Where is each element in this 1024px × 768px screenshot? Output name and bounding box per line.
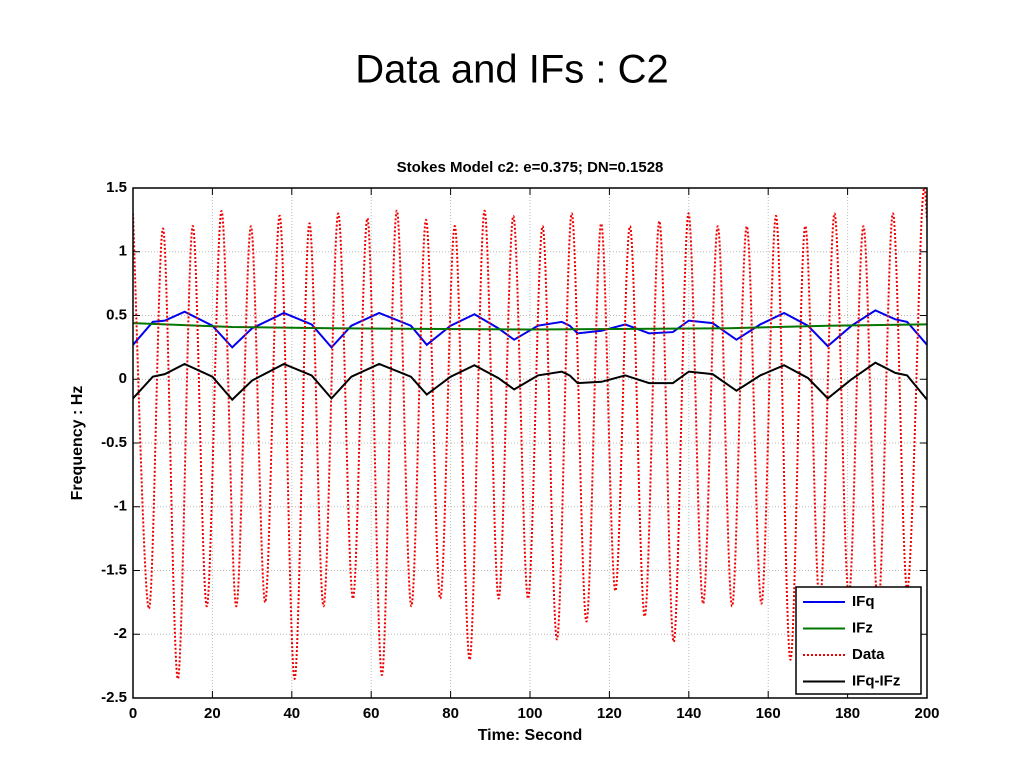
legend-label: IFq-IFz — [852, 672, 900, 689]
series-line — [133, 309, 927, 349]
legend-label: IFz — [852, 619, 873, 636]
x-tick-label: 60 — [363, 705, 380, 722]
legend-label: Data — [852, 646, 885, 663]
x-tick-label: 160 — [756, 705, 781, 722]
y-tick-label: -2 — [114, 625, 127, 642]
slide-title: Data and IFs : C2 — [355, 48, 668, 92]
y-tick-label: 0 — [119, 370, 127, 387]
x-tick-label: 140 — [676, 705, 701, 722]
y-tick-label: 0.5 — [106, 306, 127, 323]
y-tick-label: -1.5 — [101, 561, 127, 578]
series-line — [133, 361, 927, 402]
y-tick-label: 1.5 — [106, 179, 127, 196]
y-tick-label: 1 — [119, 243, 127, 260]
y-axis-label: Frequency : Hz — [69, 386, 86, 501]
x-tick-label: 80 — [442, 705, 459, 722]
legend-box — [795, 586, 922, 695]
y-tick-label: -1 — [114, 498, 127, 515]
x-tick-label: 100 — [517, 705, 542, 722]
y-tick-label: -2.5 — [101, 689, 127, 706]
x-tick-label: 0 — [129, 705, 137, 722]
x-tick-label: 40 — [283, 705, 300, 722]
x-axis-label: Time: Second — [478, 727, 583, 744]
series-line — [133, 188, 927, 680]
x-tick-label: 200 — [914, 705, 939, 722]
legend-label: IFq — [852, 593, 875, 610]
chart-title: Stokes Model c2: e=0.375; DN=0.1528 — [397, 159, 664, 176]
plot-frame — [132, 187, 928, 699]
series-line — [133, 322, 927, 331]
y-tick-label: -0.5 — [101, 434, 127, 451]
x-tick-label: 180 — [835, 705, 860, 722]
x-tick-label: 20 — [204, 705, 221, 722]
x-tick-label: 120 — [597, 705, 622, 722]
